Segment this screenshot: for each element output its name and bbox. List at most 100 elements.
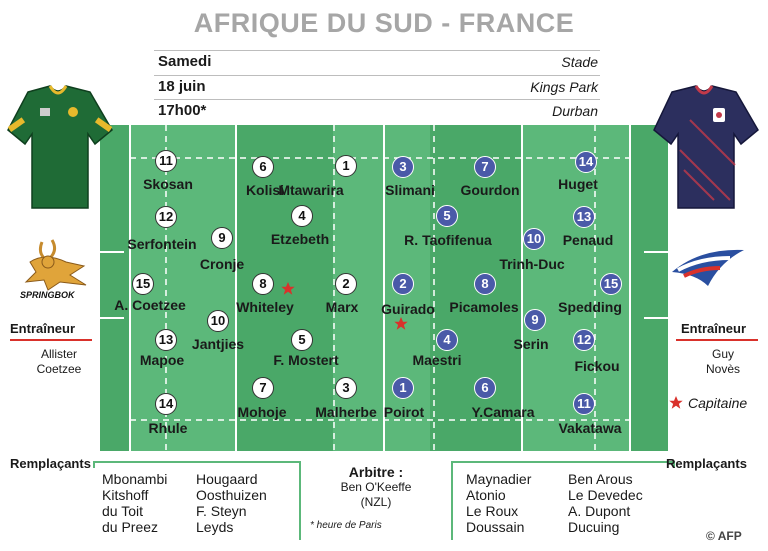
home-sub: Leyds (196, 519, 234, 535)
info-row-day: Samedi Stade (154, 50, 600, 73)
away-player-name: Spedding (558, 299, 622, 315)
home-player-number: 15 (132, 273, 154, 295)
home-sub: Mbonambi (102, 471, 168, 487)
away-sub: Atonio (466, 487, 506, 503)
home-player-name: Mtawarira (278, 182, 344, 198)
referee-country: (NZL) (360, 495, 392, 509)
home-player-name: Etzebeth (270, 231, 330, 247)
away-player-name: Guirado (381, 301, 435, 317)
home-subs-label: Remplaçants (10, 456, 91, 471)
away-player-number: 12 (573, 329, 595, 351)
home-sub: du Toit (102, 503, 143, 519)
away-subs-col2: Ben Arous Le Devedec A. Dupont Ducuing (568, 471, 643, 535)
home-player-number: 13 (155, 329, 177, 351)
home-player-number: 10 (207, 310, 229, 332)
away-player-number: 8 (474, 273, 496, 295)
home-player-number: 5 (291, 329, 313, 351)
away-player-number: 5 (436, 205, 458, 227)
away-sub: Ducuing (568, 519, 620, 535)
away-sub: Ben Arous (568, 471, 633, 487)
pitch-lines (129, 125, 631, 451)
away-player-name: Fickou (574, 358, 620, 374)
away-player-name: Penaud (562, 232, 614, 248)
referee-name: Ben O'Keeffe (340, 480, 412, 494)
home-player-number: 14 (155, 393, 177, 415)
match-day: Samedi (158, 53, 212, 70)
home-player-name: Jantjies (191, 336, 245, 352)
away-subs-col1: Maynadier Atonio Le Roux Doussain (466, 471, 531, 535)
bottom-box-lines (93, 461, 675, 540)
home-player-number: 3 (335, 377, 357, 399)
away-player-name: R. Taofifenua (404, 232, 492, 248)
away-player-name: Y.Camara (471, 404, 535, 420)
home-player-name: A. Coetzee (114, 297, 186, 313)
home-sub: Hougaard (196, 471, 258, 487)
captain-legend-label: Capitaine (688, 395, 748, 411)
away-coach-first: Guy (711, 347, 734, 361)
home-player-number: 8 (252, 273, 274, 295)
south-africa-jersey-icon (7, 85, 113, 209)
away-player-name: Trinh-Duc (499, 256, 565, 272)
home-player-name: Skosan (143, 176, 193, 192)
away-player-name: Slimani (385, 182, 435, 198)
away-player-number: 14 (575, 151, 597, 173)
footnote: * heure de Paris (310, 520, 382, 531)
away-player-name: Huget (558, 176, 598, 192)
home-player-name: Whiteley (236, 299, 294, 315)
away-player-number: 6 (474, 377, 496, 399)
france-jersey-icon (653, 85, 759, 209)
home-player-name: F. Mostert (273, 352, 339, 368)
home-player-number: 2 (335, 273, 357, 295)
away-sub: Le Roux (466, 503, 519, 519)
page-title: AFRIQUE DU SUD - FRANCE (193, 8, 575, 38)
home-player-number: 1 (335, 155, 357, 177)
home-player-name: Rhule (148, 420, 188, 436)
away-coach-divider (676, 339, 758, 341)
away-player-number: 9 (524, 309, 546, 331)
home-coach-divider (10, 339, 92, 341)
away-player-name: Serin (513, 336, 549, 352)
away-player-number: 11 (573, 393, 595, 415)
match-time: 17h00* (158, 102, 207, 119)
away-sub: Maynadier (466, 471, 532, 487)
home-player-name: Cronje (199, 256, 245, 272)
home-player-number: 4 (291, 205, 313, 227)
away-coach-name: Guy Novès (678, 347, 768, 377)
referee-block: Arbitre : Ben O'Keeffe (NZL) (320, 464, 432, 510)
captain-star-icon-away (394, 317, 408, 330)
home-sub: du Preez (102, 519, 159, 535)
home-subs-col2: Hougaard Oosthuizen F. Steyn Leyds (196, 471, 267, 535)
captain-star-icon-home (281, 282, 295, 295)
springbok-logo-text: SPRINGBOK (20, 290, 75, 300)
home-player-name: Kolisi (245, 182, 285, 198)
away-player-name: Vakatawa (558, 420, 622, 436)
home-sub: Kitshoff (102, 487, 149, 503)
away-player-number: 2 (392, 273, 414, 295)
ffr-logo-icon (672, 249, 744, 286)
away-subs-label: Remplaçants (666, 456, 747, 471)
home-player-number: 12 (155, 206, 177, 228)
stadium-label: Stade (561, 54, 598, 70)
away-player-number: 4 (436, 329, 458, 351)
home-player-name: Mapoe (139, 352, 185, 368)
info-row-date: 18 juin Kings Park (154, 75, 600, 98)
home-player-name: Serfontein (127, 236, 197, 252)
goal-posts (96, 251, 672, 319)
home-coach-first: Allister (40, 347, 77, 361)
away-sub: Le Devedec (568, 487, 643, 503)
away-player-number: 1 (392, 377, 414, 399)
afp-credit: © AFP (706, 529, 742, 543)
home-player-number: 7 (252, 377, 274, 399)
home-sub: F. Steyn (196, 503, 247, 519)
home-player-number: 11 (155, 150, 177, 172)
home-player-name: Marx (325, 299, 359, 315)
away-player-number: 15 (600, 273, 622, 295)
stadium-name: Kings Park (530, 79, 598, 95)
away-player-number: 3 (392, 156, 414, 178)
home-coach-name: Allister Coetzee (14, 347, 104, 377)
home-player-name: Malherbe (315, 404, 377, 420)
away-coach-label: Entraîneur (681, 321, 747, 336)
referee-label: Arbitre : (348, 464, 404, 480)
away-player-name: Gourdon (460, 182, 520, 198)
away-player-name: Poirot (383, 404, 425, 420)
